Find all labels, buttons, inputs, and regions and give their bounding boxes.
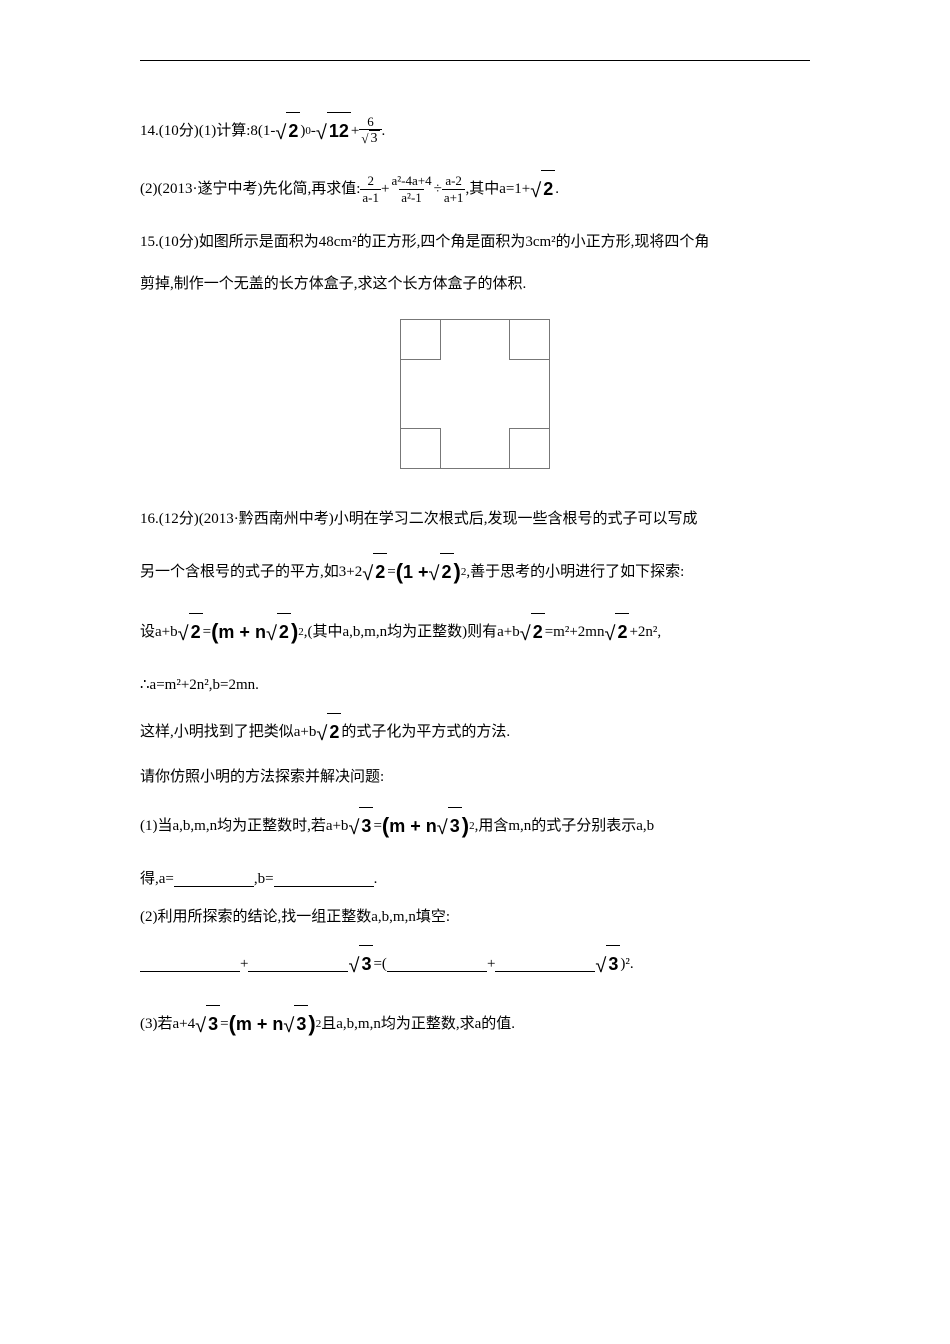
sqrt3f-icon: √3 xyxy=(283,1004,308,1044)
p14-sub2-end: . xyxy=(555,174,559,204)
p15-l2: 剪掉,制作一个无盖的长方体盒子,求这个长方体盒子的体积. xyxy=(140,269,810,299)
sqrt-2-icon: √2 xyxy=(275,111,300,151)
p16-l6: 请你仿照小明的方法探索并解决问题: xyxy=(140,762,810,792)
problem-15: 15.(10分)如图所示是面积为48cm²的正方形,四个角是面积为3cm²的小正… xyxy=(140,227,810,469)
po4: ( xyxy=(229,1002,236,1046)
sqrt-icon: √2 xyxy=(520,612,545,652)
p16-l1: 16.(12分)(2013·黔西南州中考)小明在学习二次根式后,发现一些含根号的… xyxy=(140,504,810,534)
blank-q2-2[interactable] xyxy=(248,957,348,972)
sqrt-inner-icon: √2 xyxy=(429,552,454,592)
p14-sub2-mid: ,其中a=1+ xyxy=(465,174,530,204)
p16-l5b: 的式子化为平方式的方法. xyxy=(341,717,510,747)
p16-l3b: ,(其中a,b,m,n均为正整数)则有a+b xyxy=(304,617,520,647)
inner-m3: m + n xyxy=(389,808,437,844)
paren-close: ) xyxy=(454,550,461,594)
blank-b[interactable] xyxy=(274,872,374,887)
problem-14: 14.(10分)(1)计算:8(1- √2 ) 0 - √12 + 6 √3 .… xyxy=(140,111,810,209)
po2: ( xyxy=(211,610,218,654)
q2-eq: =( xyxy=(373,949,386,979)
eq3: = xyxy=(373,811,381,841)
blank-q2-3[interactable] xyxy=(387,957,487,972)
q1d: ,b= xyxy=(254,864,274,894)
q3a: (3)若a+4 xyxy=(140,1009,195,1039)
q2-plus2: + xyxy=(487,949,495,979)
sqrt-12-icon: √12 xyxy=(316,111,351,151)
pc3: ) xyxy=(462,804,469,848)
p16-l2a: 另一个含根号的式子的平方,如3+2 xyxy=(140,557,362,587)
sqrt-icon: √2 xyxy=(316,712,341,752)
sqrt3-icon: √3 xyxy=(348,806,373,846)
frac-2: a²-4a+4a²-1 xyxy=(389,173,433,205)
sqrt-icon: √2 xyxy=(362,552,387,592)
p16-q1-blanks: 得,a= ,b= . xyxy=(140,864,810,894)
sqrt-2-b-icon: √2 xyxy=(530,169,555,209)
p14-line2: (2)(2013·遂宁中考)先化简,再求值: 2a-1 + a²-4a+4a²-… xyxy=(140,169,810,209)
frac-1: 2a-1 xyxy=(360,173,381,205)
inner-1: 1 + xyxy=(403,554,429,590)
p16-q3: (3)若a+4 √3 = ( m + n √3 ) 2 且a,b,m,n均为正整… xyxy=(140,1002,810,1046)
p15-l1: 15.(10分)如图所示是面积为48cm²的正方形,四个角是面积为3cm²的小正… xyxy=(140,227,810,257)
box-diagram-icon xyxy=(400,319,550,469)
p16-q2-blanks: + √3 =( + √3 )² . xyxy=(140,944,810,984)
pc2: ) xyxy=(291,610,298,654)
p16-l3d: +2n², xyxy=(629,617,661,647)
po3: ( xyxy=(382,804,389,848)
p16-q2: (2)利用所探索的结论,找一组正整数a,b,m,n填空: xyxy=(140,902,810,932)
p16-l2: 另一个含根号的式子的平方,如3+2 √2 = ( 1 + √2 ) 2 ,善于思… xyxy=(140,550,810,594)
problem-16: 16.(12分)(2013·黔西南州中考)小明在学习二次根式后,发现一些含根号的… xyxy=(140,504,810,1046)
inner-m4: m + n xyxy=(236,1006,284,1042)
q1b: ,用含m,n的式子分别表示a,b xyxy=(475,811,655,841)
q2-end: . xyxy=(630,949,634,979)
q2-plus1: + xyxy=(240,949,248,979)
p16-l4: ∴a=m²+2n²,b=2mn. xyxy=(140,670,810,700)
inner-m: m + n xyxy=(218,614,266,650)
sqrt-icon: √2 xyxy=(604,612,629,652)
q2-close: )² xyxy=(620,949,630,979)
p16-q1: (1)当a,b,m,n均为正整数时,若a+b √3 = ( m + n √3 )… xyxy=(140,804,810,848)
sqrt3e-icon: √3 xyxy=(195,1004,220,1044)
op-div: ÷ xyxy=(434,174,442,204)
sqrt-icon: √2 xyxy=(266,612,291,652)
sqrt3b-icon: √3 xyxy=(437,806,462,846)
p14-sub2-prefix: (2)(2013·遂宁中考)先化简,再求值: xyxy=(140,174,360,204)
p16-l3: 设a+b √2 = ( m + n √2 ) 2 ,(其中a,b,m,n均为正整… xyxy=(140,610,810,654)
eq4: = xyxy=(220,1009,228,1039)
p16-l3a: 设a+b xyxy=(140,617,178,647)
q1e: . xyxy=(374,864,378,894)
q1c: 得,a= xyxy=(140,864,174,894)
q1a: (1)当a,b,m,n均为正整数时,若a+b xyxy=(140,811,348,841)
blank-a[interactable] xyxy=(174,872,254,887)
frac-3: a-2a+1 xyxy=(442,173,466,205)
p14-line1: 14.(10分)(1)计算:8(1- √2 ) 0 - √12 + 6 √3 . xyxy=(140,111,810,151)
sqrt-icon: √2 xyxy=(178,612,203,652)
p16-l5a: 这样,小明找到了把类似a+b xyxy=(140,717,316,747)
period: . xyxy=(382,116,386,146)
horizontal-rule xyxy=(140,60,810,61)
p16-l2b: ,善于思考的小明进行了如下探索: xyxy=(466,557,684,587)
op-plus: + xyxy=(381,174,389,204)
paren-open: ( xyxy=(396,550,403,594)
sqrt3c-icon: √3 xyxy=(348,944,373,984)
eq: = xyxy=(387,557,395,587)
box-diagram-wrap xyxy=(140,319,810,469)
q3b: 且a,b,m,n均为正整数,求a的值. xyxy=(321,1009,515,1039)
blank-q2-1[interactable] xyxy=(140,957,240,972)
sqrt3d-icon: √3 xyxy=(595,944,620,984)
p16-l3c: =m²+2mn xyxy=(545,617,605,647)
blank-q2-4[interactable] xyxy=(495,957,595,972)
plus: + xyxy=(351,116,359,146)
eq2: = xyxy=(203,617,211,647)
fraction-6-over-sqrt3: 6 √3 xyxy=(359,114,381,148)
p16-l5: 这样,小明找到了把类似a+b √2 的式子化为平方式的方法. xyxy=(140,712,810,752)
pc4: ) xyxy=(308,1002,315,1046)
p14-prefix: 14.(10分)(1)计算:8(1- xyxy=(140,116,275,146)
